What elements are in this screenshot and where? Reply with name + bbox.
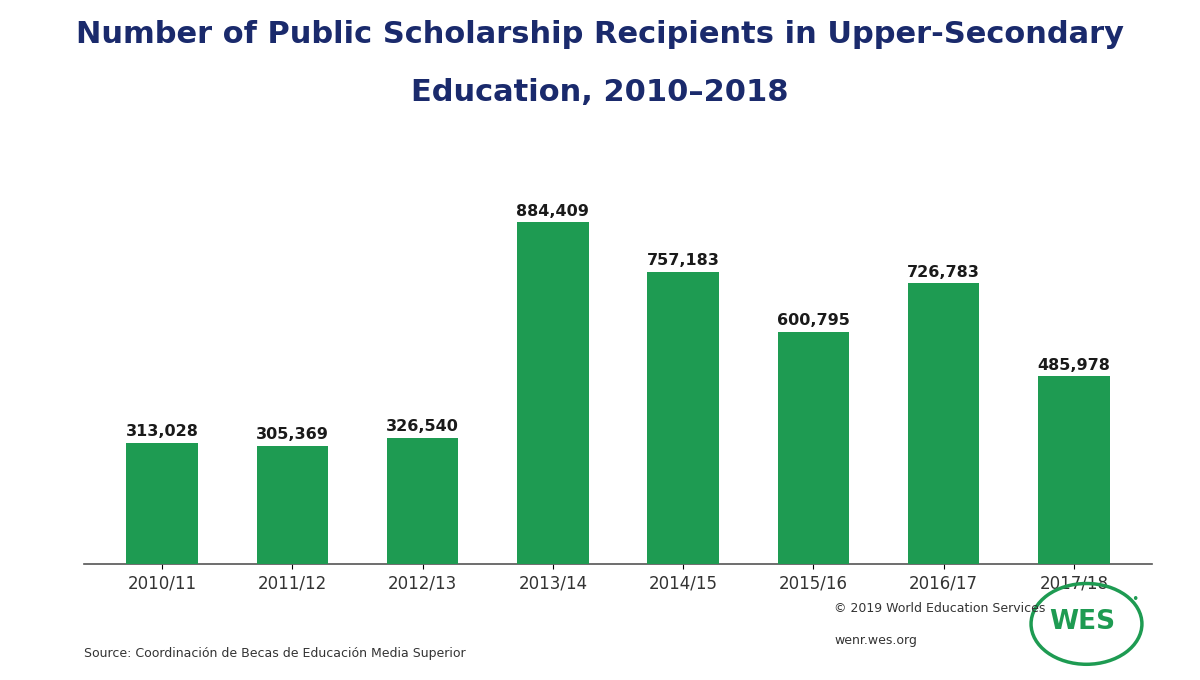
Text: Number of Public Scholarship Recipients in Upper-Secondary: Number of Public Scholarship Recipients … xyxy=(76,20,1124,50)
Text: 326,540: 326,540 xyxy=(386,420,460,435)
Bar xyxy=(907,284,979,564)
Bar xyxy=(647,271,719,564)
Text: 757,183: 757,183 xyxy=(647,253,720,268)
Bar xyxy=(386,438,458,564)
Text: 313,028: 313,028 xyxy=(126,424,198,439)
Text: wenr.wes.org: wenr.wes.org xyxy=(834,634,917,647)
Bar xyxy=(517,222,589,564)
Bar xyxy=(257,446,329,564)
Text: 485,978: 485,978 xyxy=(1038,358,1110,373)
Bar xyxy=(126,443,198,564)
Bar xyxy=(778,332,850,564)
Text: 884,409: 884,409 xyxy=(516,203,589,218)
Text: •: • xyxy=(1132,592,1139,606)
Text: Source: Coordinación de Becas de Educación Media Superior: Source: Coordinación de Becas de Educaci… xyxy=(84,647,466,660)
Bar xyxy=(1038,377,1110,564)
Text: 726,783: 726,783 xyxy=(907,265,980,279)
Text: 600,795: 600,795 xyxy=(776,313,850,328)
Text: Education, 2010–2018: Education, 2010–2018 xyxy=(412,78,788,107)
Text: © 2019 World Education Services: © 2019 World Education Services xyxy=(834,602,1045,615)
Text: 305,369: 305,369 xyxy=(256,428,329,443)
Text: WES: WES xyxy=(1050,609,1116,635)
